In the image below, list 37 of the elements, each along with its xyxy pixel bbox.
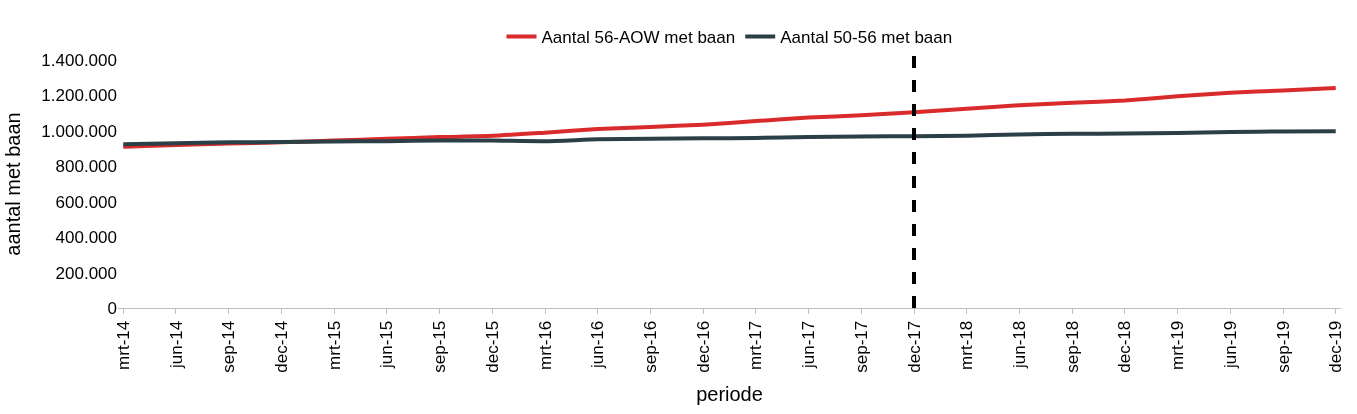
line-series	[121, 129, 1338, 147]
x-tick-label: sep-17	[851, 320, 871, 373]
y-tick-label: 1.000.000	[41, 121, 117, 141]
x-tick-label: sep-15	[430, 320, 450, 373]
x-tick-label: dec-17	[904, 320, 924, 373]
x-tick-label: sep-19	[1273, 320, 1293, 373]
x-tick-label: sep-16	[640, 320, 660, 373]
y-tick-label: 600.000	[55, 192, 117, 212]
x-tick-label: mrt-19	[1168, 320, 1188, 370]
y-tick-label: 0	[107, 298, 117, 318]
legend-label: Aantal 56-AOW met baan	[541, 28, 736, 48]
legend-label: Aantal 50-56 met baan	[780, 28, 953, 48]
x-tick-label: dec-19	[1326, 320, 1346, 373]
x-tick-label: jun-18	[1009, 320, 1029, 370]
y-tick-label: 1.200.000	[41, 86, 117, 106]
x-tick-label: dec-18	[1115, 320, 1135, 373]
x-tick-label: sep-18	[1062, 320, 1082, 373]
y-tick-label: 1.400.000	[41, 50, 117, 70]
y-tick-label: 200.000	[55, 263, 117, 283]
x-tick-label: dec-14	[271, 320, 291, 373]
x-tick-label: mrt-14	[113, 320, 133, 370]
x-tick-label: sep-14	[219, 320, 239, 373]
x-tick-label: jun-17	[799, 320, 819, 370]
x-tick-label: dec-15	[482, 320, 502, 373]
y-axis-title: aantal met baan	[1, 112, 24, 256]
x-tick-label: mrt-17	[746, 320, 766, 370]
x-tick-label: jun-16	[588, 320, 608, 370]
x-tick-label: jun-15	[377, 320, 397, 370]
x-tick-label: jun-19	[1220, 320, 1240, 370]
y-tick-label: 800.000	[55, 157, 117, 177]
x-axis-title: periode	[696, 383, 763, 406]
x-tick-label: mrt-18	[957, 320, 977, 370]
x-tick-label: dec-16	[693, 320, 713, 373]
x-tick-label: mrt-16	[535, 320, 555, 370]
y-tick-label: 400.000	[55, 228, 117, 248]
x-tick-label: mrt-15	[324, 320, 344, 370]
x-tick-label: jun-14	[166, 320, 186, 370]
